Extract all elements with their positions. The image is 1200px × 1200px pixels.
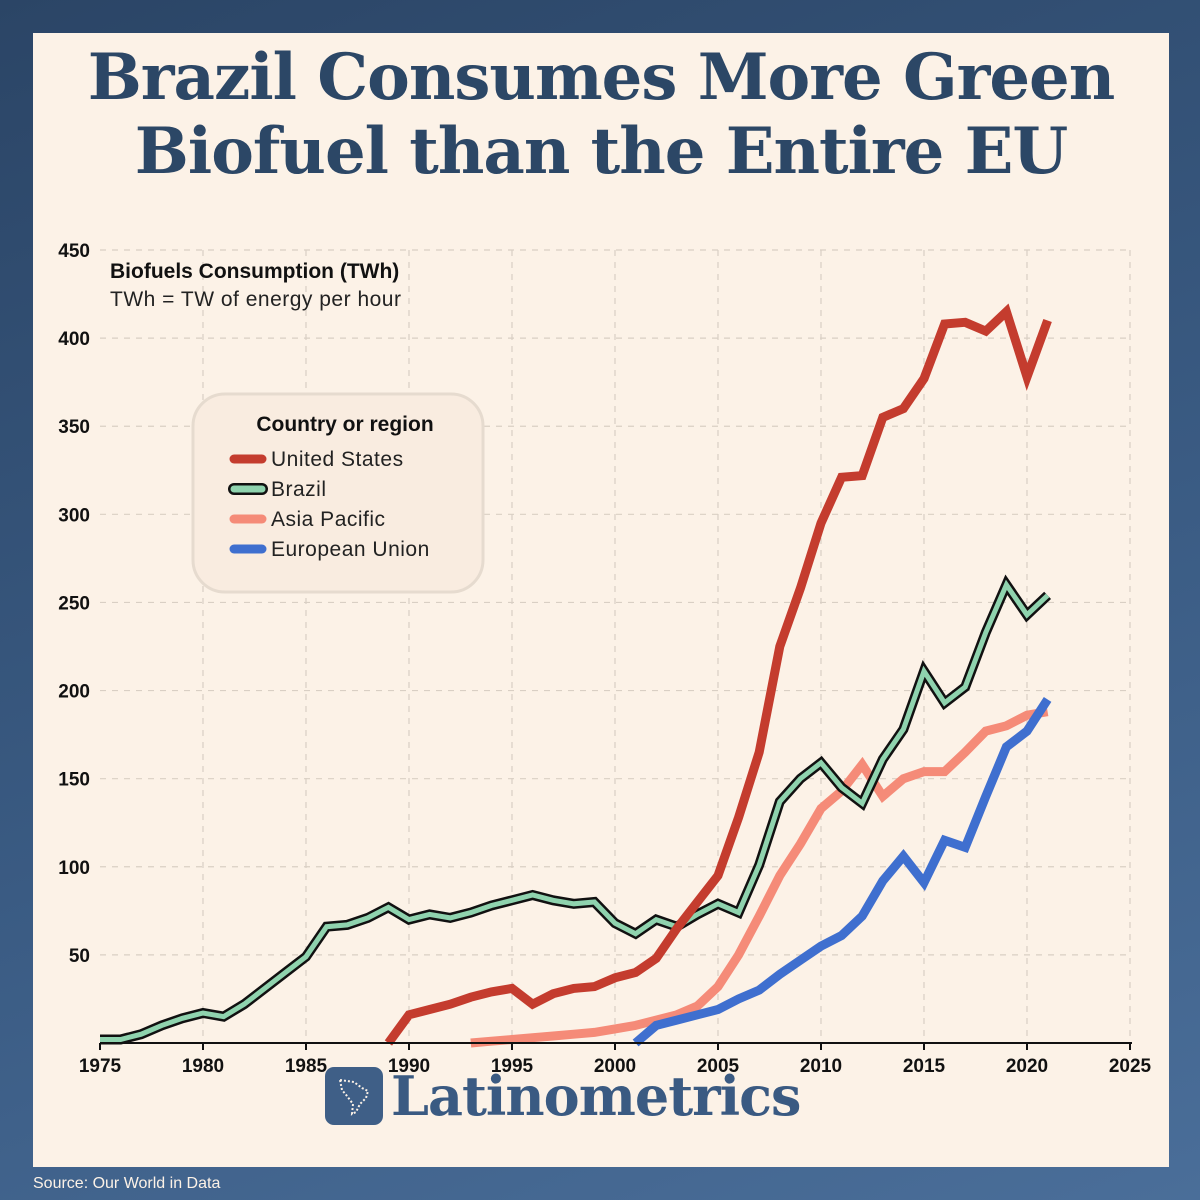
x-tick-label: 2005 — [697, 1056, 740, 1077]
legend-label-asia-pacific: Asia Pacific — [271, 508, 386, 531]
y-tick-label: 400 — [58, 329, 90, 350]
x-tick-label: 1995 — [491, 1056, 534, 1077]
brand-logo: Latinometrics — [325, 1063, 801, 1129]
legend: Country or region United States Brazil Asi… — [191, 392, 485, 594]
title-line-1: Brazil Consumes More Green — [87, 40, 1116, 115]
legend-label-united-states: United States — [271, 448, 404, 471]
y-tick-label: 300 — [58, 505, 90, 526]
x-tick-label: 2020 — [1006, 1056, 1048, 1077]
series-line-brazil — [100, 579, 1050, 1042]
chart-title: Biofuels Consumption (TWh) — [110, 260, 399, 283]
x-tick-label: 1985 — [285, 1056, 328, 1077]
chart-heading: Biofuels Consumption (TWh) TWh = TW of e… — [110, 260, 401, 311]
legend-label-brazil: Brazil — [271, 478, 327, 501]
x-tick-label: 1980 — [182, 1056, 224, 1077]
y-tick-label: 100 — [58, 858, 90, 879]
x-tick-label: 2000 — [594, 1056, 636, 1077]
y-tick-label: 450 — [58, 241, 90, 262]
series-line-united-states — [384, 303, 1052, 1046]
y-tick-label: 350 — [58, 417, 90, 438]
page-title: Brazil Consumes More Green Biofuel than … — [33, 41, 1169, 189]
title-line-2: Biofuel than the Entire EU — [134, 114, 1068, 189]
x-tick-label: 1990 — [388, 1056, 430, 1077]
x-tick-label: 2010 — [800, 1056, 842, 1077]
legend-label-european-union: European Union — [271, 538, 430, 561]
tick-labels: 1975 1980 1985 1990 1995 2000 2005 2010 2015 2020… — [58, 241, 1151, 1077]
legend-box — [191, 392, 485, 594]
legend-title: Country or region — [256, 413, 433, 436]
source-note: Source: Our World in Data — [33, 1175, 221, 1192]
series-line-brazil-outline — [100, 574, 1052, 1045]
series-line-asia-pacific — [470, 707, 1049, 1048]
x-tick-label: 2025 — [1109, 1056, 1152, 1077]
x-tick-label: 2015 — [903, 1056, 946, 1077]
y-tick-label: 200 — [58, 682, 90, 703]
axes — [99, 1042, 1132, 1050]
infographic-card: Brazil Consumes More Green Biofuel than … — [33, 33, 1169, 1167]
latin-america-map-icon — [325, 1067, 383, 1125]
series-line-european-union — [632, 696, 1052, 1047]
y-tick-label: 50 — [69, 946, 90, 967]
grid — [100, 249, 1131, 1043]
x-tick-label: 1975 — [79, 1056, 122, 1077]
y-tick-label: 250 — [58, 593, 90, 614]
chart-subtitle: TWh = TW of energy per hour — [110, 288, 401, 311]
y-tick-label: 150 — [58, 770, 90, 791]
series-lines — [100, 303, 1052, 1048]
brand-name: Latinometrics — [391, 1064, 801, 1128]
